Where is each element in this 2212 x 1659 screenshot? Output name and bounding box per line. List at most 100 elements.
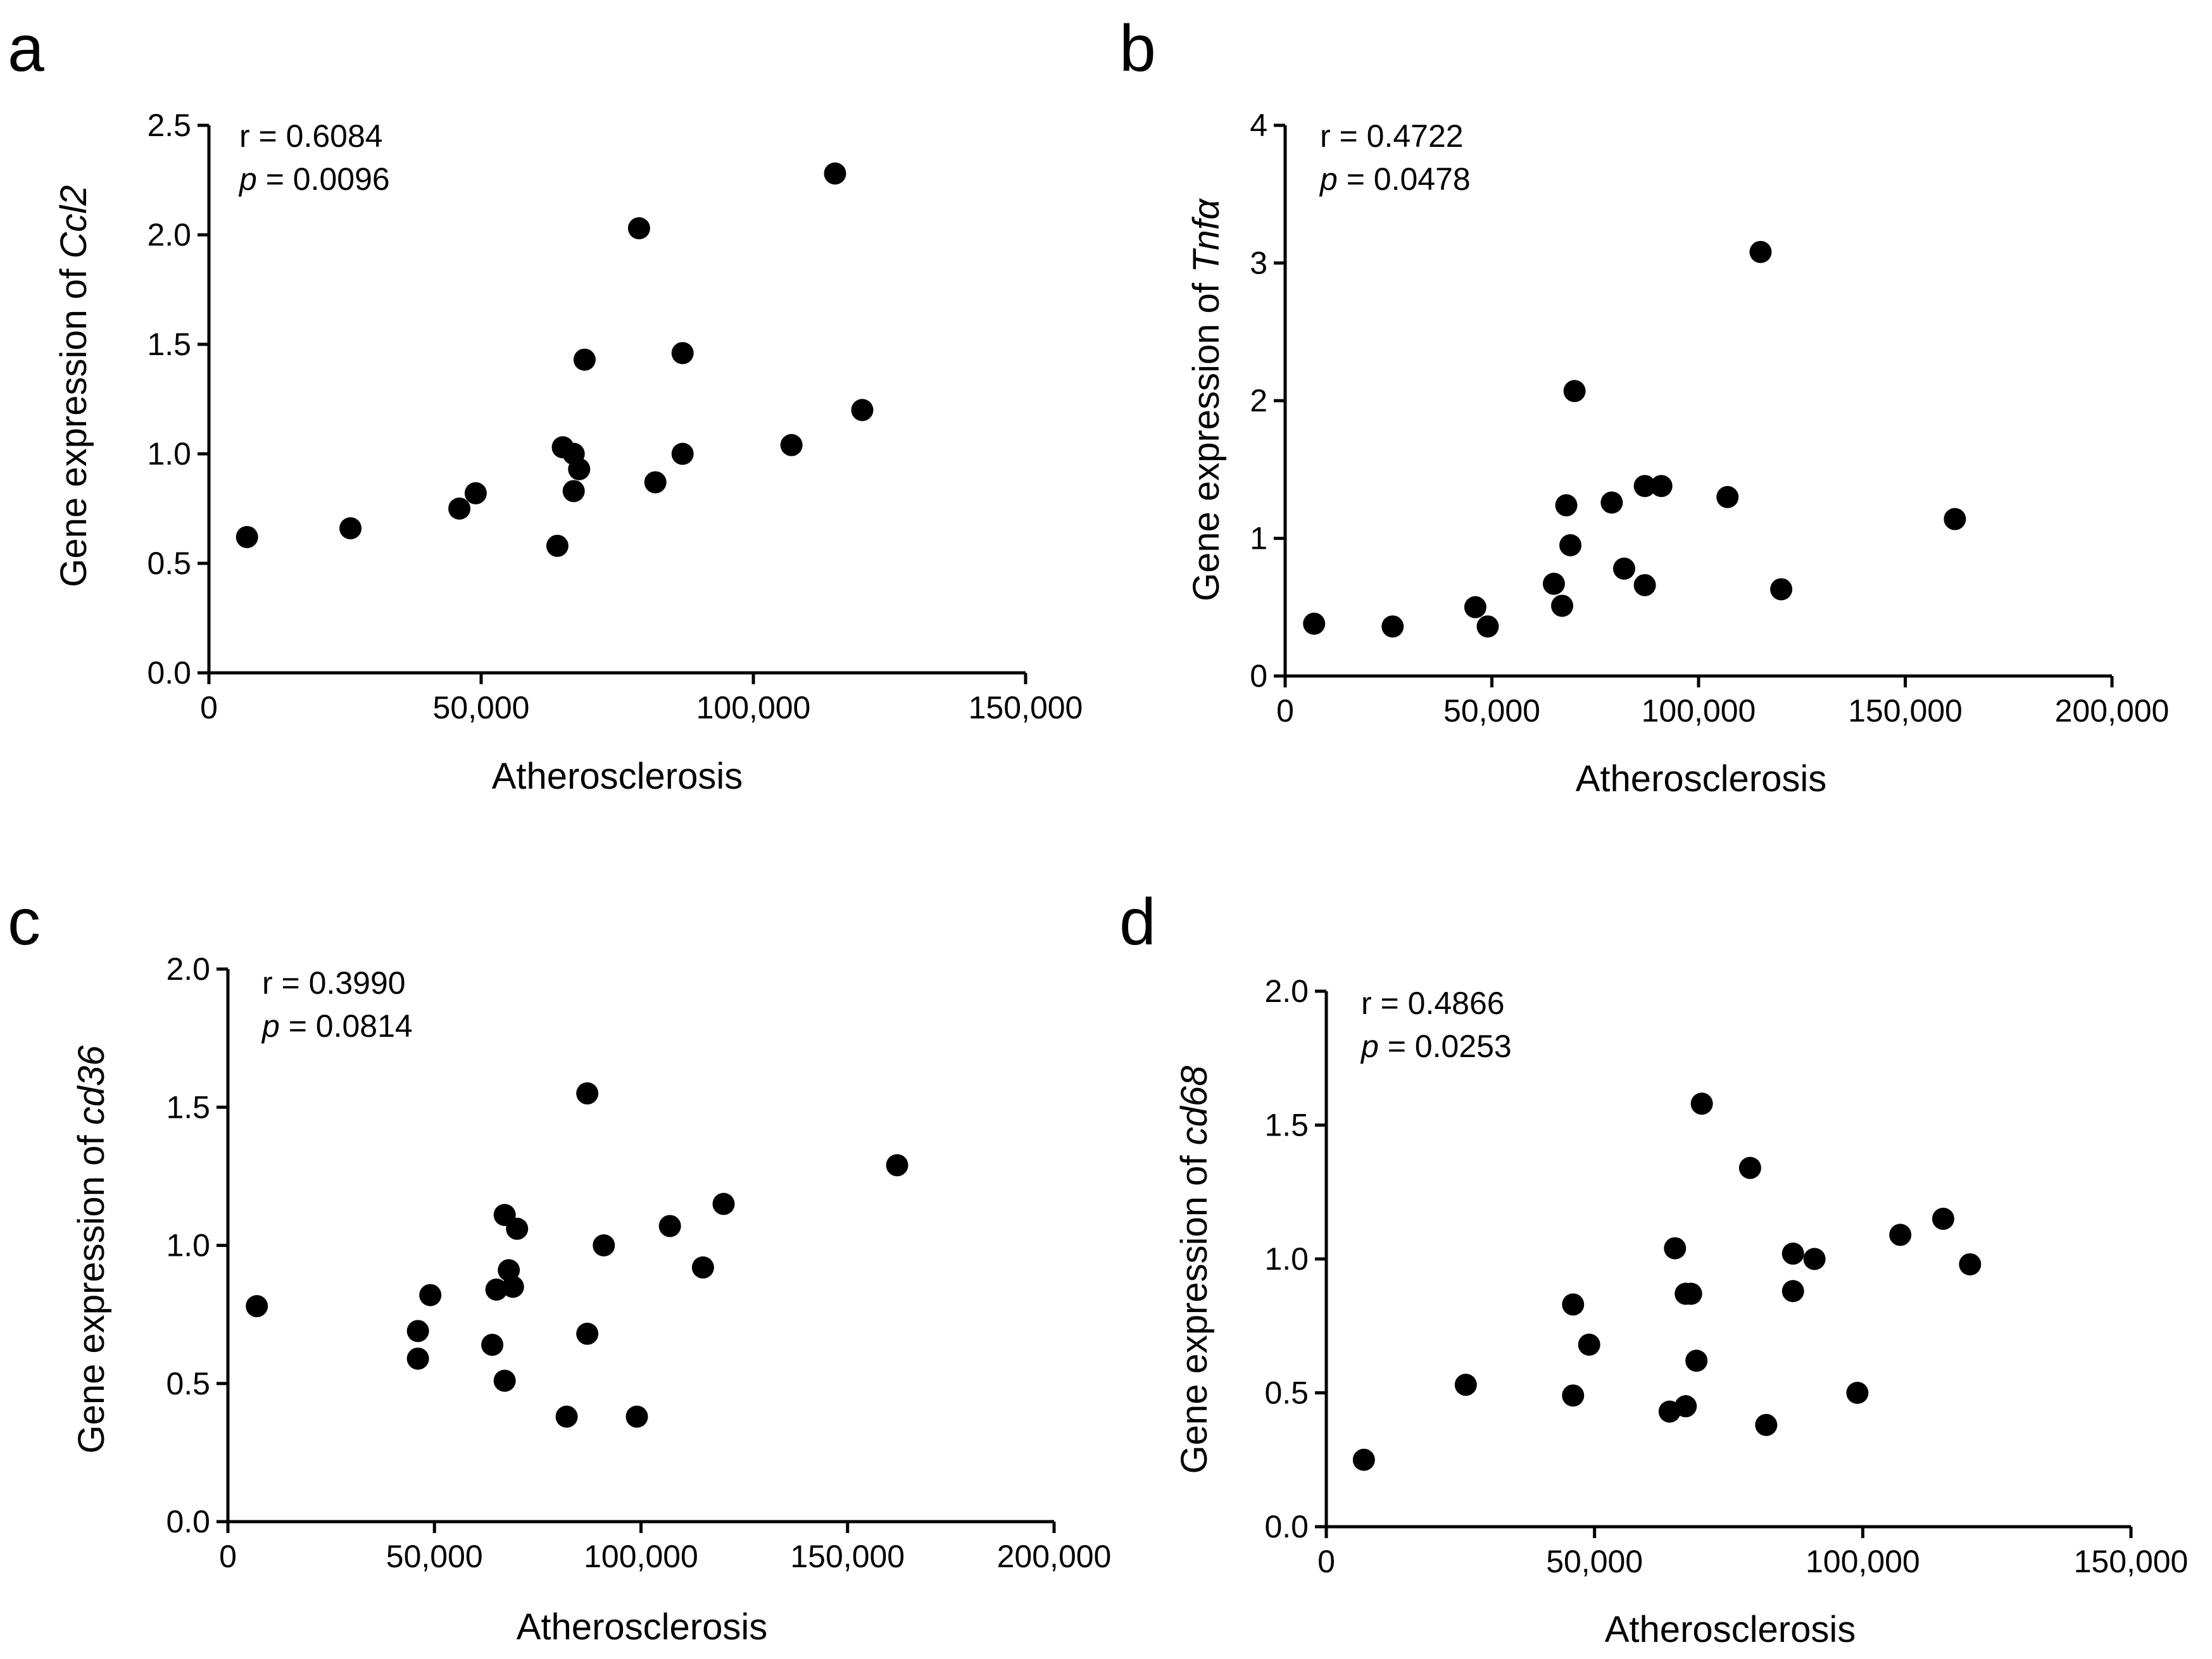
- data-point: [481, 1334, 504, 1356]
- data-point: [1755, 1413, 1778, 1436]
- p-number: = 0.0253: [1379, 1029, 1512, 1064]
- data-point: [1303, 612, 1326, 635]
- p-number: = 0.0478: [1338, 161, 1471, 197]
- y-tick-label: 0.5: [1264, 1375, 1309, 1411]
- data-point: [1559, 534, 1582, 556]
- y-tick-label: 1.0: [147, 436, 191, 472]
- panel-label: d: [1119, 886, 1156, 959]
- x-axis-title: Atherosclerosis: [1605, 1609, 1856, 1650]
- y-tick-label: 2.0: [1264, 973, 1309, 1009]
- data-point: [576, 1082, 599, 1105]
- data-point: [1454, 1374, 1477, 1396]
- panel-a-ccl2: a 0 50,000 100,000 150,000 0.0 0.5 1.0 1.5 2.0 2…: [8, 12, 1083, 797]
- data-points: [1303, 241, 1966, 638]
- y-tick-label: 0.5: [147, 546, 191, 581]
- data-point: [644, 471, 667, 494]
- data-point: [1944, 508, 1966, 530]
- y-axis-title-prefix: Gene expression of: [71, 1125, 112, 1453]
- data-point: [1889, 1224, 1912, 1246]
- y-axis-title-prefix: Gene expression of: [1186, 273, 1227, 601]
- p-value: p = 0.0096: [238, 161, 390, 197]
- panel-c-cd36: c 0 50,000 100,000 150,000 200,000 0.0 0.5 1.0…: [8, 886, 1111, 1648]
- axes-frame: [1324, 991, 2131, 1529]
- y-tick-label: 4: [1250, 108, 1267, 143]
- data-points: [246, 1082, 908, 1428]
- x-tick-label: 0: [1317, 1544, 1335, 1579]
- y-axis-title: Gene expression of Tnfα: [1186, 197, 1227, 601]
- data-point: [1782, 1243, 1804, 1265]
- p-value: p = 0.0814: [261, 1008, 413, 1044]
- data-point: [1563, 380, 1586, 403]
- y-axis-title: Gene expression of Ccl2: [53, 185, 94, 587]
- x-axis-ticks: 0 50,000 100,000 150,000: [1317, 1527, 2188, 1579]
- x-tick-label: 0: [200, 690, 218, 725]
- data-point: [1578, 1333, 1600, 1356]
- data-point: [501, 1275, 524, 1298]
- data-point: [339, 517, 362, 540]
- p-value: p = 0.0253: [1360, 1029, 1512, 1064]
- y-tick-label: 0.0: [147, 655, 191, 691]
- x-axis-title: Atherosclerosis: [1576, 758, 1826, 799]
- data-point: [1381, 615, 1404, 638]
- y-tick-label: 1.5: [1264, 1108, 1309, 1143]
- data-point: [1612, 557, 1635, 580]
- data-point: [555, 1405, 578, 1428]
- axes-frame: [207, 125, 1026, 675]
- y-axis-ticks: 0.0 0.5 1.0 1.5 2.0: [1264, 973, 1326, 1544]
- x-tick-label: 150,000: [969, 690, 1083, 725]
- data-point: [1959, 1253, 1982, 1275]
- x-tick-label: 200,000: [997, 1539, 1112, 1574]
- data-points: [1352, 1092, 1982, 1471]
- data-point: [464, 482, 487, 504]
- data-point: [1551, 594, 1574, 617]
- data-point: [691, 1256, 714, 1279]
- data-point: [824, 162, 846, 185]
- data-point: [886, 1154, 908, 1177]
- data-point: [493, 1369, 516, 1392]
- data-point: [1562, 1384, 1585, 1407]
- x-tick-label: 150,000: [1848, 693, 1963, 729]
- x-tick-label: 50,000: [1546, 1544, 1643, 1579]
- data-point: [576, 1322, 599, 1345]
- data-points: [236, 162, 874, 557]
- y-axis-ticks: 0.0 0.5 1.0 1.5 2.0 2.5: [147, 108, 209, 691]
- data-point: [671, 442, 694, 465]
- panel-label: a: [8, 12, 44, 85]
- x-tick-label: 150,000: [790, 1539, 905, 1574]
- data-point: [671, 342, 694, 365]
- data-point: [1555, 494, 1578, 516]
- x-axis-title: Atherosclerosis: [492, 756, 743, 797]
- x-axis-title: Atherosclerosis: [517, 1606, 767, 1648]
- panel-label: c: [8, 886, 41, 959]
- data-point: [546, 534, 569, 557]
- data-point: [851, 399, 874, 422]
- panel-b-tnfa: b 0 50,000 100,000 150,000 200,000 0 1 2 3 4 r =…: [1119, 12, 2169, 799]
- data-point: [1803, 1248, 1826, 1270]
- data-point: [658, 1215, 681, 1237]
- data-point: [498, 1259, 520, 1282]
- y-axis-ticks: 0.0 0.5 1.0 1.5 2.0: [166, 951, 228, 1539]
- x-tick-label: 100,000: [584, 1539, 698, 1574]
- data-point: [1932, 1208, 1954, 1230]
- x-axis-ticks: 0 50,000 100,000 150,000 200,000: [1276, 676, 2169, 729]
- data-point: [1464, 596, 1486, 618]
- data-point: [406, 1320, 429, 1343]
- data-point: [1664, 1237, 1687, 1260]
- axes-frame: [1283, 125, 2112, 678]
- y-tick-label: 1.0: [166, 1228, 210, 1263]
- p-symbol: p: [1319, 161, 1338, 197]
- data-point: [1650, 475, 1673, 498]
- p-number: = 0.0814: [280, 1008, 413, 1044]
- data-point: [1846, 1382, 1869, 1404]
- y-tick-label: 2.0: [147, 217, 191, 253]
- data-point: [1542, 572, 1565, 595]
- y-tick-label: 0.0: [166, 1504, 210, 1539]
- y-tick-label: 2.0: [166, 951, 210, 987]
- r-value: r = 0.6084: [239, 118, 383, 154]
- y-tick-label: 1: [1250, 521, 1267, 556]
- p-number: = 0.0096: [257, 161, 390, 197]
- data-point: [1680, 1282, 1702, 1305]
- data-point: [236, 525, 258, 548]
- y-axis-title-gene: Tnfα: [1186, 197, 1227, 273]
- data-point: [1716, 485, 1739, 508]
